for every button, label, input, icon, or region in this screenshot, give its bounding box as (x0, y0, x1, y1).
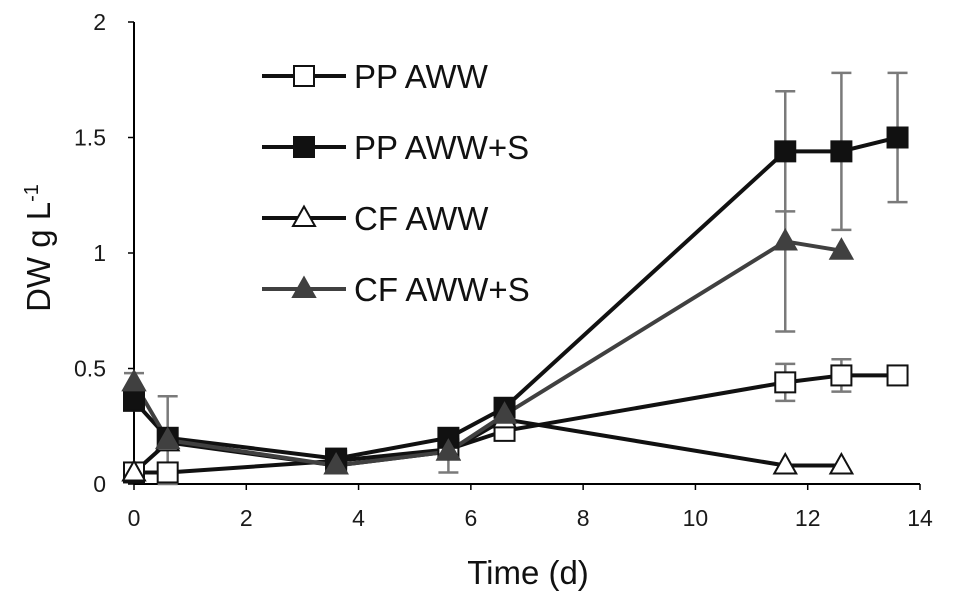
legend-label: CF AWW+S (354, 271, 530, 308)
legend-label: CF AWW (354, 200, 489, 237)
data-point (828, 237, 855, 260)
y-tick-label: 1.5 (74, 125, 106, 151)
data-point (772, 451, 798, 475)
data-point (830, 140, 853, 163)
data-point (772, 227, 798, 251)
legend-swatch-marker (293, 136, 315, 158)
axes (128, 21, 921, 490)
data-markers (121, 126, 909, 484)
x-tick-label: 4 (352, 505, 365, 531)
data-point (154, 426, 181, 450)
data-point (774, 140, 797, 163)
legend: PP AWW PP AWW+S CF AWW CF AWW+S (262, 58, 530, 308)
data-point (886, 126, 909, 149)
y-tick-label: 1 (93, 240, 106, 266)
y-axis-title-superscript: -1 (21, 184, 43, 202)
legend-label: PP AWW+S (354, 129, 529, 166)
x-tick-label: 2 (240, 505, 253, 531)
data-point (774, 371, 797, 394)
data-point (323, 451, 349, 475)
y-tick-label: 0 (93, 471, 106, 497)
data-point (886, 364, 909, 387)
x-tick-label: 8 (577, 505, 590, 531)
data-point (121, 368, 147, 392)
data-point (830, 364, 853, 387)
legend-swatch-marker (291, 204, 317, 227)
data-point (123, 389, 145, 412)
data-point (491, 401, 518, 424)
x-tick-label: 10 (683, 505, 709, 531)
y-axis-title: DW g L-1 (20, 184, 57, 312)
y-axis-title-main: DW g L (20, 202, 57, 312)
y-tick-label: 0.5 (74, 356, 106, 382)
data-point (828, 451, 855, 475)
y-tick-label: 2 (93, 9, 106, 35)
legend-swatch-marker (291, 275, 317, 298)
x-tick-label: 0 (128, 505, 141, 531)
legend-swatch-marker (293, 65, 315, 87)
data-point (156, 461, 179, 484)
data-point (121, 458, 147, 482)
x-tick-label: 14 (907, 505, 933, 531)
tick-labels: 0 2 4 6 8 10 12 14 0 0.5 1 1.5 2 (74, 9, 933, 531)
x-axis-title: Time (d) (467, 554, 589, 591)
x-tick-label: 6 (464, 505, 477, 531)
legend-label: PP AWW (354, 58, 489, 95)
x-tick-label: 12 (795, 505, 821, 531)
data-point (435, 438, 462, 461)
